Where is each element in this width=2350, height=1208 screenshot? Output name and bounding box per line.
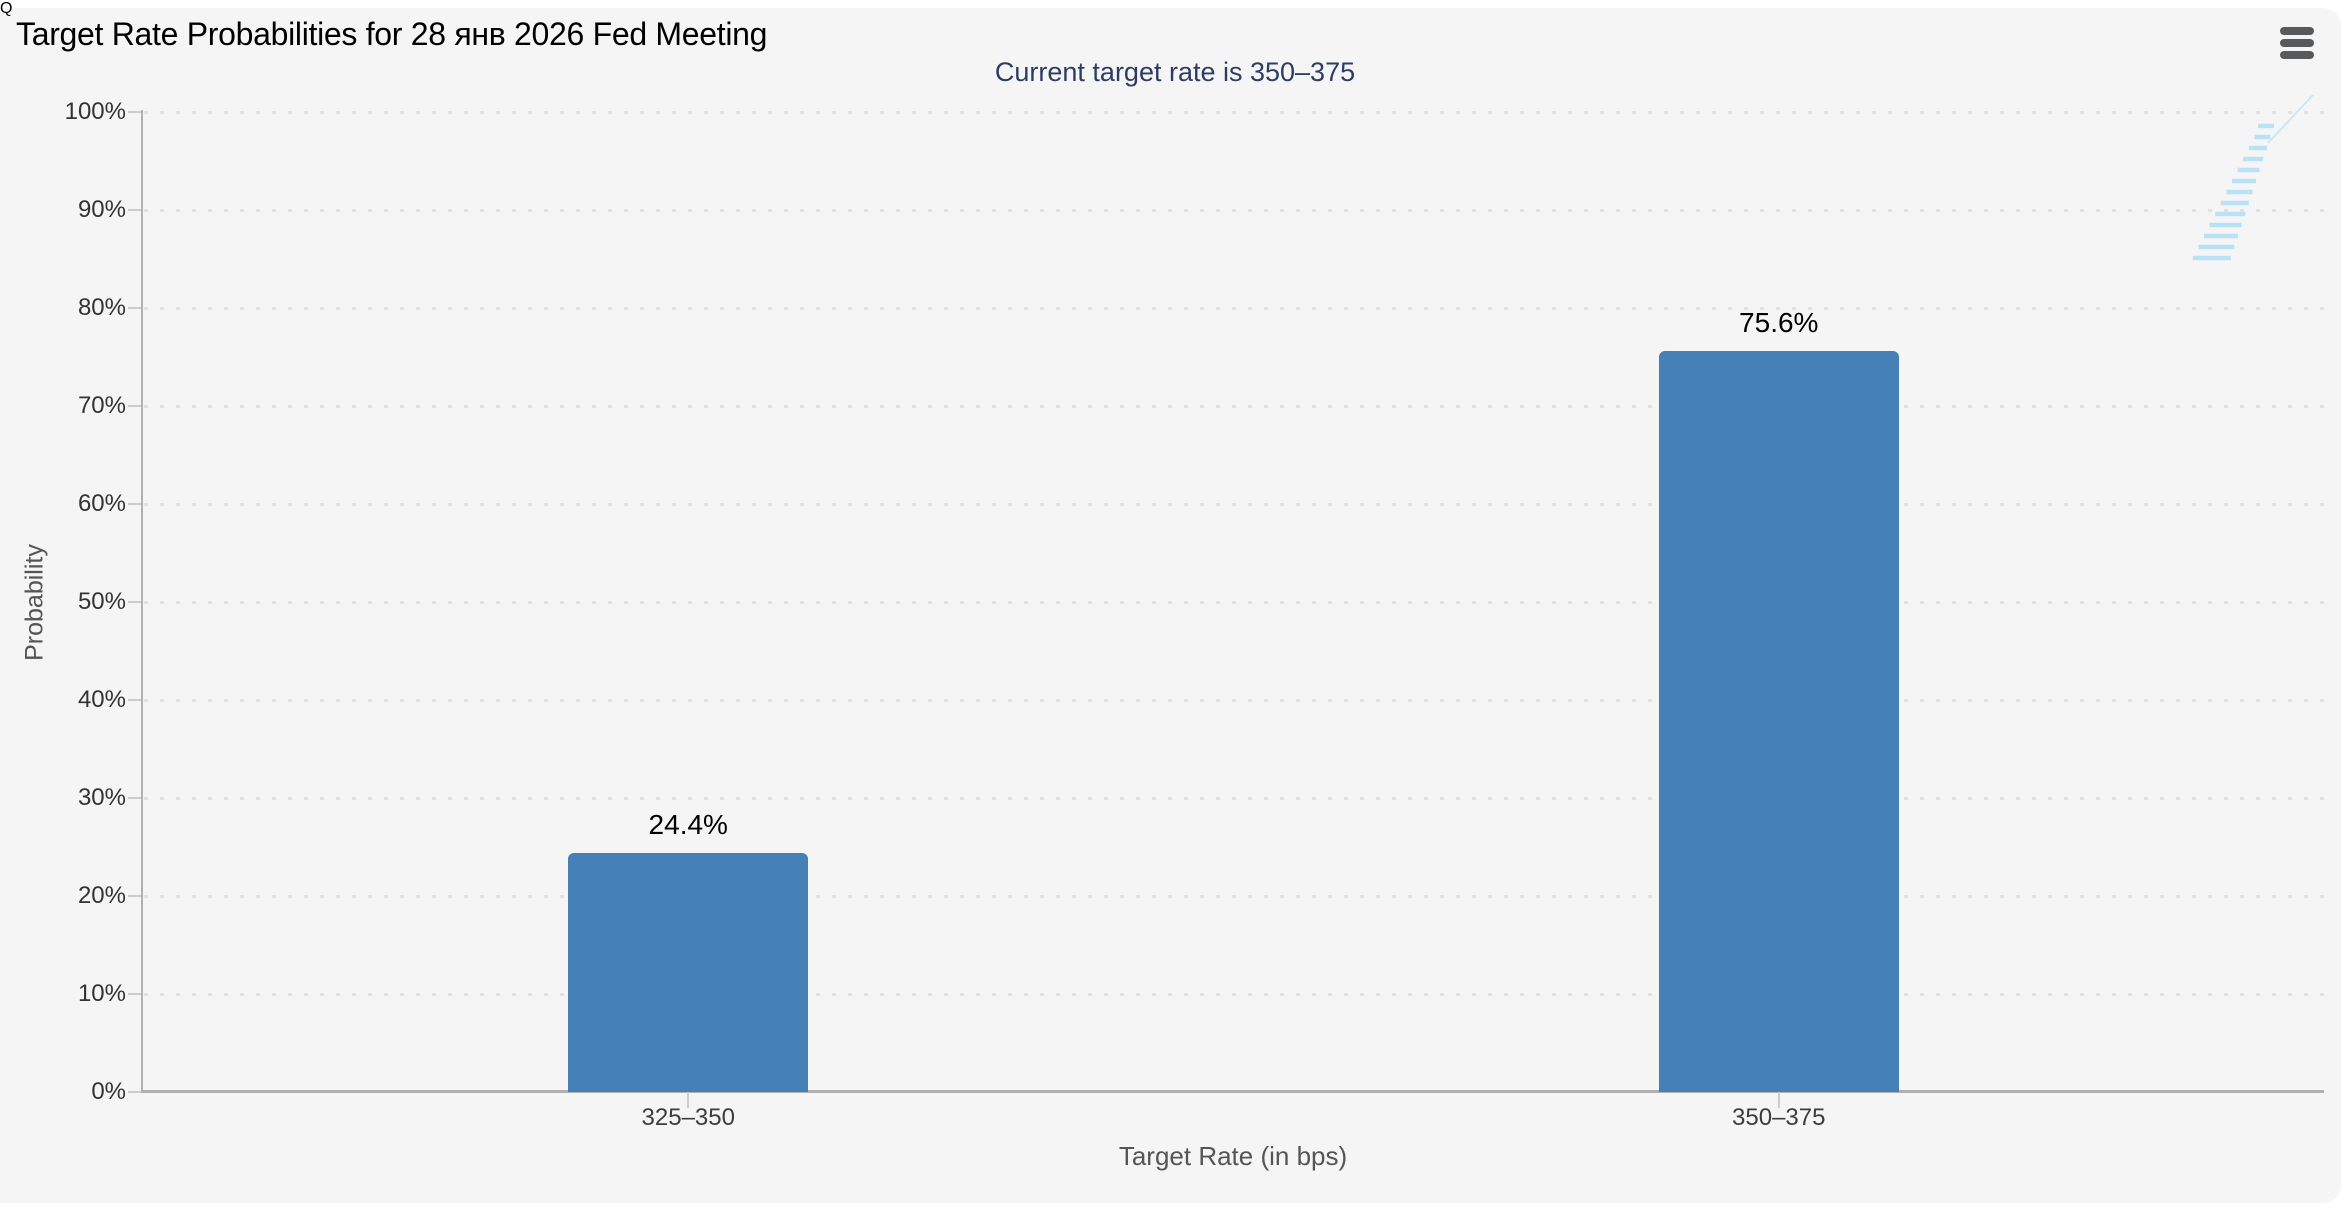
page-title: Target Rate Probabilities for 28 янв 202… — [16, 16, 768, 52]
y-axis-tick-label: 100% — [64, 98, 126, 125]
bar-value-label: 75.6% — [1739, 307, 1819, 338]
gridline-90 — [144, 209, 2324, 212]
watermark-stripes-icon — [2192, 94, 2314, 261]
y-tick-mark — [128, 503, 141, 505]
bar[interactable] — [568, 853, 809, 1092]
gridline-40 — [144, 699, 2324, 702]
x-axis-line — [141, 1090, 2324, 1093]
y-axis-line — [141, 110, 143, 1092]
gridline-20 — [144, 895, 2324, 898]
y-axis-tick-label: 60% — [77, 490, 126, 517]
x-axis-tick-label: 325–350 — [641, 1104, 735, 1131]
x-tick-mark — [1777, 1092, 1780, 1108]
y-tick-mark — [128, 797, 141, 799]
y-tick-mark — [128, 699, 141, 701]
gridline-80 — [144, 307, 2324, 310]
y-tick-mark — [128, 307, 141, 309]
provider-watermark — [2180, 94, 2340, 275]
gridline-60 — [144, 503, 2324, 506]
bar[interactable] — [1658, 351, 1899, 1092]
y-tick-mark — [128, 1091, 141, 1093]
x-axis-tick-label: 350–375 — [1732, 1104, 1826, 1131]
y-axis-tick-label: 40% — [77, 686, 126, 713]
y-axis-tick-label: 0% — [91, 1078, 126, 1105]
x-tick-mark — [687, 1092, 690, 1108]
gridline-50 — [144, 601, 2324, 604]
chart-menu-button[interactable] — [2276, 22, 2318, 66]
y-tick-mark — [128, 209, 141, 211]
y-axis-tick-label: 70% — [77, 392, 126, 419]
y-axis-tick-label: 90% — [77, 196, 126, 223]
gridline-100 — [144, 111, 2324, 114]
chart-subtitle: Current target rate is 350–375 — [994, 57, 1356, 87]
y-axis-tick-label: 20% — [77, 882, 126, 909]
y-tick-mark — [128, 993, 141, 995]
y-tick-mark — [128, 111, 141, 113]
watermark-q-letter: Q — [0, 0, 13, 17]
y-axis-tick-label: 50% — [77, 588, 126, 615]
gridline-10 — [144, 993, 2324, 996]
y-axis-tick-label: 80% — [77, 294, 126, 321]
y-tick-mark — [128, 895, 141, 897]
y-axis-tick-label: 10% — [77, 980, 126, 1007]
y-axis-tick-label: 30% — [77, 784, 126, 811]
y-tick-mark — [128, 405, 141, 407]
x-axis-title: Target Rate (in bps) — [1118, 1141, 1348, 1171]
gridline-30 — [144, 797, 2324, 800]
chart-panel — [0, 8, 2341, 1203]
bar-value-label: 24.4% — [648, 809, 728, 840]
gridline-70 — [144, 405, 2324, 408]
y-tick-mark — [128, 601, 141, 603]
